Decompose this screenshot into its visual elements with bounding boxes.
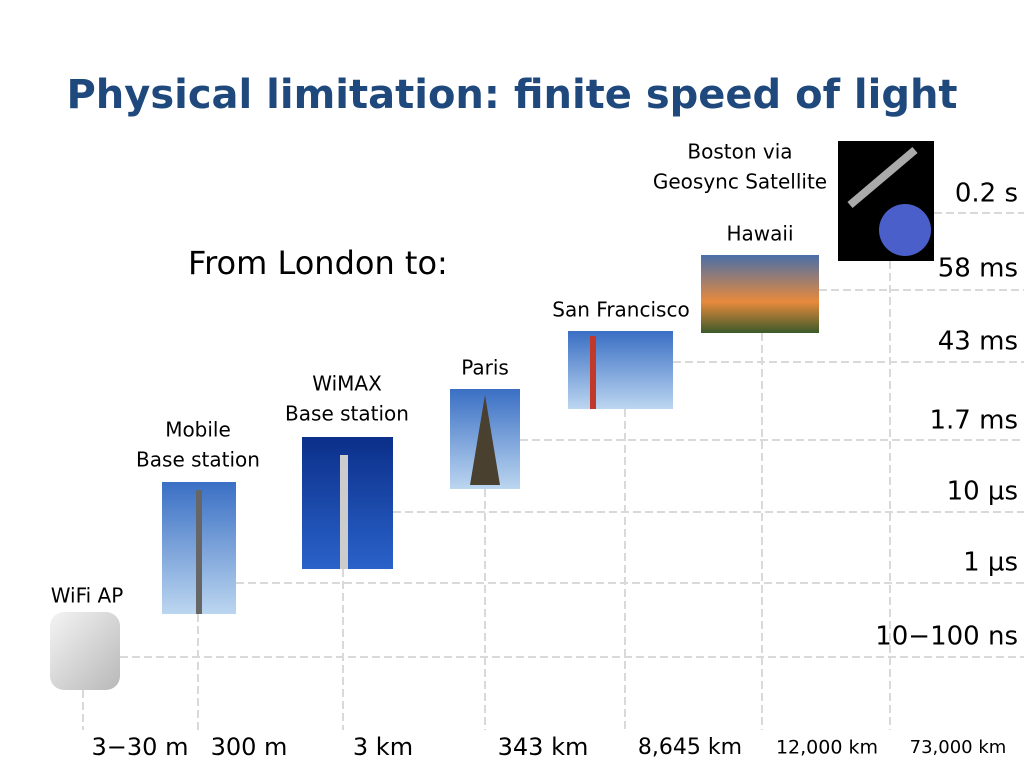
distance: 3−30 m xyxy=(92,733,189,761)
pictures xyxy=(50,141,934,690)
latency: 1 µs xyxy=(963,548,1018,578)
item-label: WiFi AP xyxy=(51,584,124,608)
item-label: San Francisco xyxy=(552,298,689,322)
distance: 3 km xyxy=(353,733,413,761)
title: Physical limitation: finite speed of lig… xyxy=(66,72,957,118)
latency: 10−100 ns xyxy=(875,622,1018,652)
latency: 1.7 ms xyxy=(930,406,1019,436)
sf-picture xyxy=(568,331,673,409)
subtitle: From London to: xyxy=(188,244,448,282)
bridge xyxy=(590,336,596,409)
distance: 73,000 km xyxy=(910,737,1007,758)
distance: 300 m xyxy=(211,733,288,761)
item-label: Mobile xyxy=(165,418,231,442)
distance: 343 km xyxy=(498,733,589,761)
earth xyxy=(879,204,931,256)
hawaii-picture xyxy=(701,255,819,333)
eiffel xyxy=(470,395,500,485)
tower xyxy=(340,455,348,569)
latency: 43 ms xyxy=(938,327,1018,357)
distance: 12,000 km xyxy=(776,737,878,759)
satellite xyxy=(847,146,918,209)
item-label: Hawaii xyxy=(726,222,793,246)
latency: 10 µs xyxy=(947,477,1018,507)
item-label: Paris xyxy=(461,356,509,380)
wifi-picture xyxy=(50,612,120,690)
item-label: Boston via xyxy=(687,140,792,164)
tower xyxy=(196,490,202,614)
latency: 58 ms xyxy=(938,254,1018,284)
latency: 0.2 s xyxy=(955,179,1018,209)
distance: 8,645 km xyxy=(638,735,742,760)
item-label: WiMAX xyxy=(312,372,382,396)
item-label: Base station xyxy=(136,448,260,472)
item-label: Geosync Satellite xyxy=(653,170,827,194)
labels: WiFi AP 3−30 m 10−100 ns Mobile Base station… xyxy=(51,140,1018,762)
item-label: Base station xyxy=(285,402,409,426)
grid xyxy=(82,212,1024,730)
